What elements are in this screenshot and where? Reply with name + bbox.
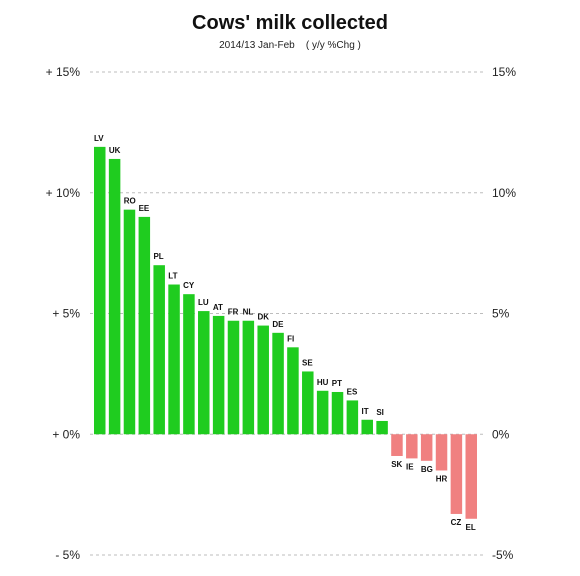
axis-tick-labels: - 5% -5% + 0% 0% + 5% 5% + 10% 10% + 15% 15% [46,65,517,562]
category-label: HR [436,474,448,483]
category-label: SI [376,408,384,417]
y-tick-label-right: 5% [492,307,510,321]
category-label: FI [287,334,294,343]
bar-ee [138,216,151,435]
category-label: AT [213,303,223,312]
category-label: ES [347,387,358,396]
bar-fi [287,347,299,435]
bar-si [376,420,388,435]
category-label: BG [421,465,433,474]
y-tick-label-right: -5% [492,548,514,562]
y-tick-label-left: + 5% [52,307,80,321]
bar-fr [227,320,240,435]
category-label: EE [139,204,150,213]
bar-el [465,434,477,519]
bar-lt [168,284,180,435]
category-label: SE [302,358,313,367]
category-label: RO [124,197,136,206]
bar-ie [406,434,418,459]
bar-lv [94,146,106,435]
category-label: PL [153,252,163,261]
chart-subtitle: 2014/13 Jan-Feb ( y/y %Chg ) [219,40,361,51]
bar-dk [257,325,269,435]
category-label: LT [168,272,177,281]
bar-pl [153,265,165,435]
y-tick-label-left: + 0% [52,427,80,441]
category-label: CZ [451,518,462,527]
bar-sk [391,434,403,456]
bar-at [212,315,225,435]
category-label: IT [361,407,368,416]
category-label: LV [94,134,104,143]
category-label: DK [257,313,269,322]
category-label: UK [109,146,121,155]
bar-pt [331,391,344,435]
bar-de [272,332,284,435]
category-label: FR [228,308,239,317]
y-tick-label-right: 10% [492,186,516,200]
bar-se [302,371,314,435]
category-label: SK [391,460,402,469]
bar-it [361,419,373,435]
bar-nl [242,320,255,435]
bar-cy [183,294,195,435]
category-label: PT [332,379,342,388]
y-tick-label-left: + 15% [46,65,81,79]
category-label: HU [317,378,329,387]
bar-lu [198,311,210,435]
category-label: IE [406,462,414,471]
category-label: EL [466,523,476,532]
y-tick-label-right: 15% [492,65,516,79]
category-label: LU [198,298,209,307]
y-tick-label-left: - 5% [55,548,80,562]
bar-hu [316,390,329,435]
bar-bg [420,434,433,461]
category-label: NL [243,308,254,317]
bar-uk [108,158,121,435]
bar-cz [450,434,463,514]
chart-title: Cows' milk collected [192,12,388,34]
category-label: CY [183,281,195,290]
bar-hr [435,434,448,471]
category-label: DE [272,320,284,329]
y-tick-label-left: + 10% [46,186,81,200]
bar-es [346,400,359,435]
bar-ro [123,209,136,435]
bars [94,146,477,519]
y-tick-label-right: 0% [492,427,510,441]
